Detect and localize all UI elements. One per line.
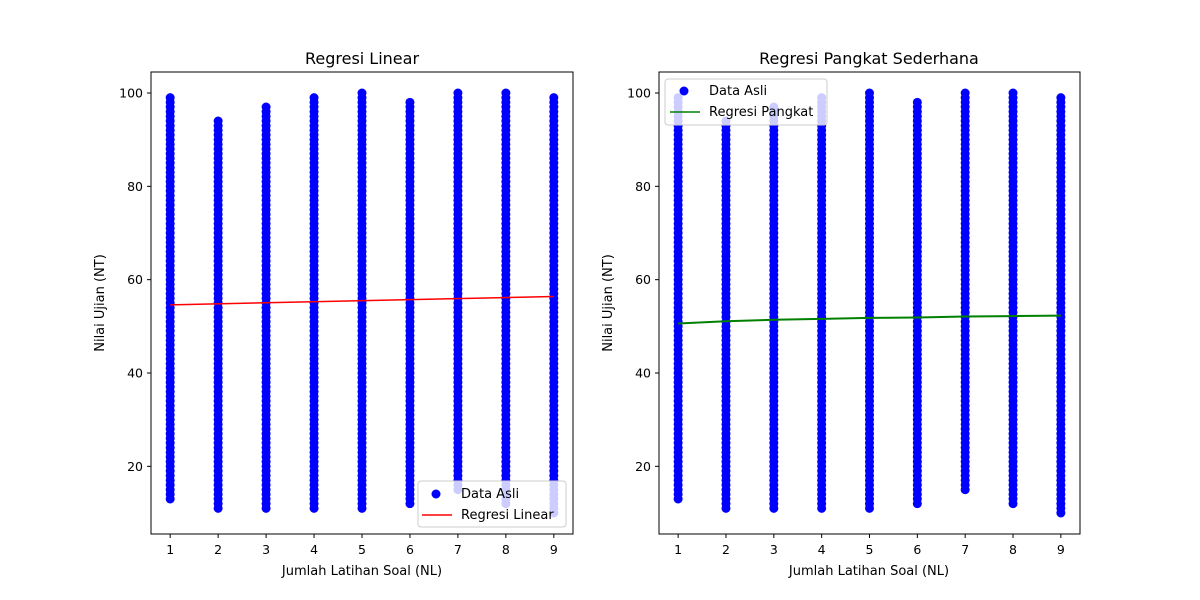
chart-power-scatter-column-1 — [673, 93, 683, 504]
chart-linear-y-ticks: 20 40 60 80 100 — [119, 86, 151, 474]
chart-linear-scatter-column-4 — [309, 93, 319, 513]
y-tick-label: 20 — [635, 459, 651, 474]
chart-power-scatter-column-8 — [1008, 88, 1018, 509]
chart-linear-scatter-column-1 — [165, 93, 175, 504]
chart-linear-scatter-column-2 — [213, 116, 223, 513]
x-tick-label: 1 — [166, 542, 174, 557]
scatter-point — [912, 97, 922, 107]
chart-linear-legend-scatter-marker — [431, 489, 441, 499]
chart-power-scatter-column-6 — [912, 97, 922, 509]
chart-power-legend-label-regression: Regresi Pangkat — [709, 105, 813, 120]
x-tick-label: 7 — [454, 542, 462, 557]
scatter-point — [405, 97, 415, 107]
chart-power-regression-line — [678, 314, 1061, 325]
x-tick-label: 2 — [214, 542, 222, 557]
chart-power-scatter-column-2 — [721, 116, 731, 513]
chart-linear-title: Regresi Linear — [305, 49, 419, 68]
chart-power-title: Regresi Pangkat Sederhana — [759, 49, 979, 68]
y-tick-label: 60 — [127, 272, 143, 287]
scatter-point — [1008, 88, 1018, 98]
chart-linear-y-axis-label: Nilai Ujian (NT) — [93, 254, 108, 352]
chart-power-scatter-column-5 — [865, 88, 874, 513]
x-tick-label: 9 — [1057, 542, 1065, 557]
scatter-point — [453, 88, 463, 98]
chart-linear-x-ticks: 1 2 3 4 5 6 7 8 9 — [166, 534, 558, 557]
chart-linear: 1 2 3 4 5 6 7 8 9 20 40 60 80 100 Regresi Linear Jum… — [93, 49, 574, 579]
scatter-point — [165, 93, 175, 103]
chart-linear-legend-box — [417, 480, 567, 528]
chart-power-legend-label-data: Data Asli — [709, 84, 767, 99]
chart-linear-x-axis-label: Jumlah Latihan Soal (NL) — [281, 564, 442, 579]
y-tick-label: 60 — [635, 272, 651, 287]
chart-power-legend: Data Asli Regresi Pangkat — [664, 78, 828, 126]
chart-power-legend-box — [664, 78, 828, 126]
x-tick-label: 1 — [674, 542, 682, 557]
scatter-point — [549, 93, 559, 103]
y-tick-label: 40 — [127, 366, 143, 381]
x-tick-label: 9 — [550, 542, 558, 557]
scatter-point — [357, 88, 367, 98]
scatter-point — [1056, 93, 1066, 103]
x-tick-label: 8 — [1009, 542, 1017, 557]
chart-power-y-axis-label: Nilai Ujian (NT) — [601, 254, 616, 352]
chart-linear-legend: Data Asli Regresi Linear — [417, 480, 567, 528]
x-tick-label: 4 — [310, 542, 318, 557]
y-tick-label: 80 — [635, 179, 651, 194]
y-tick-label: 40 — [635, 366, 651, 381]
chart-power: 1 2 3 4 5 6 7 8 9 20 40 60 80 100 Regresi Pangkat Se… — [601, 49, 1081, 579]
scatter-point — [261, 102, 271, 112]
scatter-point — [865, 88, 874, 98]
chart-power-scatter-column-3 — [769, 102, 779, 513]
x-tick-label: 3 — [262, 542, 270, 557]
x-tick-label: 5 — [358, 542, 366, 557]
chart-linear-scatter-column-3 — [261, 102, 271, 513]
chart-linear-legend-label-data: Data Asli — [461, 487, 519, 502]
x-tick-label: 2 — [722, 542, 730, 557]
chart-power-scatter-column-7 — [960, 88, 970, 495]
chart-linear-legend-label-regression: Regresi Linear — [461, 508, 554, 523]
chart-linear-scatter-column-7 — [453, 88, 463, 495]
scatter-point — [213, 116, 223, 126]
x-tick-label: 6 — [406, 542, 414, 557]
y-tick-label: 100 — [119, 86, 143, 101]
chart-power-legend-scatter-marker — [679, 86, 689, 96]
chart-linear-scatter-column-9 — [549, 93, 559, 518]
chart-linear-scatter-column-5 — [357, 88, 367, 513]
scatter-point — [501, 88, 511, 98]
chart-power-y-ticks: 20 40 60 80 100 — [627, 86, 659, 474]
y-tick-label: 100 — [627, 86, 651, 101]
chart-power-x-axis-label: Jumlah Latihan Soal (NL) — [788, 564, 949, 579]
x-tick-label: 7 — [961, 542, 969, 557]
chart-linear-scatter-column-6 — [405, 97, 415, 509]
chart-power-scatter-column-4 — [817, 93, 827, 513]
chart-linear-scatter-column-8 — [501, 88, 511, 509]
chart-power-scatter-column-9 — [1056, 93, 1066, 518]
x-tick-label: 8 — [502, 542, 510, 557]
scatter-point — [960, 88, 970, 98]
y-tick-label: 80 — [127, 179, 143, 194]
y-tick-label: 20 — [127, 459, 143, 474]
x-tick-label: 4 — [818, 542, 826, 557]
chart-power-x-ticks: 1 2 3 4 5 6 7 8 9 — [674, 534, 1065, 557]
x-tick-label: 6 — [913, 542, 921, 557]
x-tick-label: 5 — [866, 542, 874, 557]
scatter-point — [309, 93, 319, 103]
chart-linear-regression-line — [170, 295, 554, 306]
x-tick-label: 3 — [770, 542, 778, 557]
